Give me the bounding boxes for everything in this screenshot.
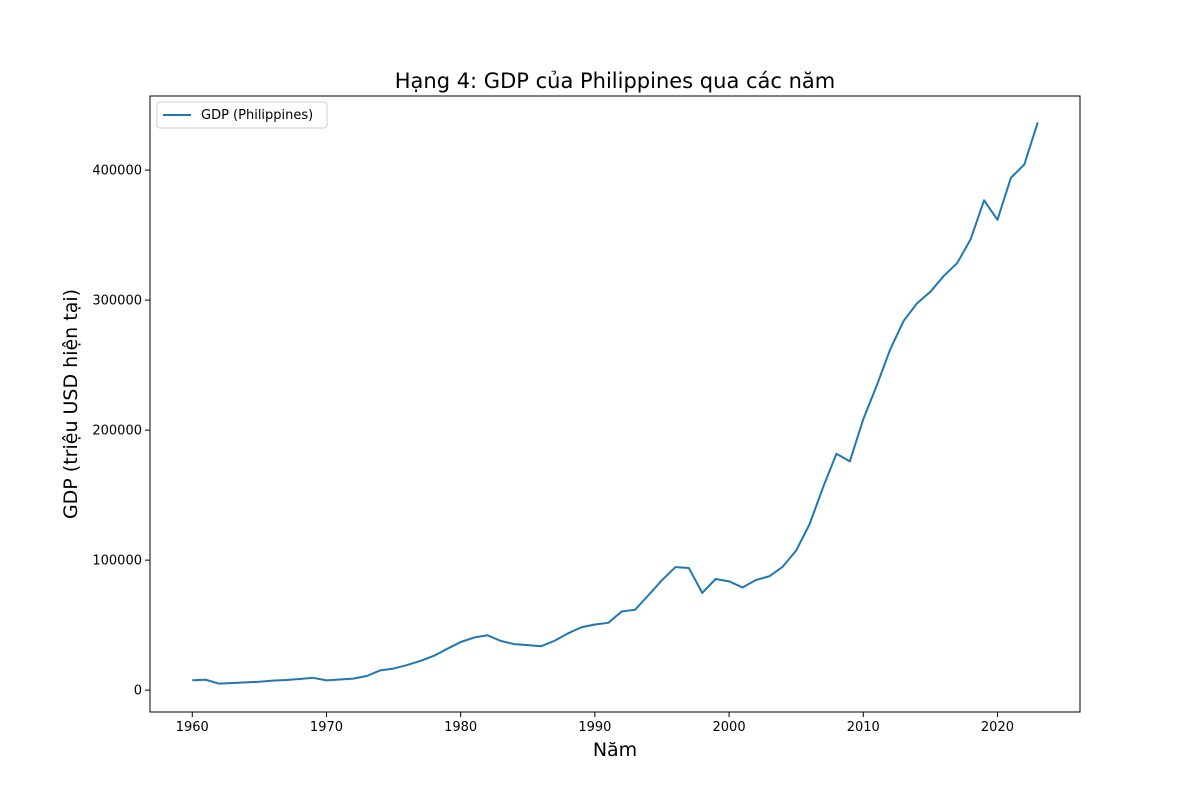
x-tick-label: 1960 <box>176 720 209 735</box>
y-tick-label: 400000 <box>92 164 142 179</box>
y-axis-ticks: 0 100000 200000 300000 400000 <box>92 164 150 699</box>
x-tick-label: 2020 <box>981 720 1014 735</box>
y-tick-label: 100000 <box>92 554 142 569</box>
x-tick-label: 1980 <box>444 720 477 735</box>
data-layer <box>192 122 1039 685</box>
legend-label-gdp-philippines: GDP (Philippines) <box>201 108 313 123</box>
x-axis-label: Năm <box>593 739 637 761</box>
y-tick-label: 200000 <box>92 424 142 439</box>
plot-area: 1960 1970 1980 1990 2000 2010 2020 0 100000 2000… <box>92 95 1081 735</box>
axes-frame <box>149 95 1081 713</box>
legend-box <box>156 101 328 129</box>
x-axis-ticks: 1960 1970 1980 1990 2000 2010 2020 <box>176 712 1014 735</box>
y-tick-label: 300000 <box>92 294 142 309</box>
legend: GDP (Philippines) <box>156 101 328 129</box>
x-tick-label: 1970 <box>310 720 343 735</box>
y-axis-label: GDP (triệu USD hiện tại) <box>60 289 82 519</box>
x-tick-label: 2010 <box>847 720 880 735</box>
series-line-gdp-philippines <box>192 122 1039 685</box>
x-tick-label: 2000 <box>713 720 746 735</box>
chart-title: Hạng 4: GDP của Philippines qua các năm <box>395 69 836 93</box>
x-tick-label: 1990 <box>578 720 611 735</box>
y-tick-label: 0 <box>134 684 142 699</box>
